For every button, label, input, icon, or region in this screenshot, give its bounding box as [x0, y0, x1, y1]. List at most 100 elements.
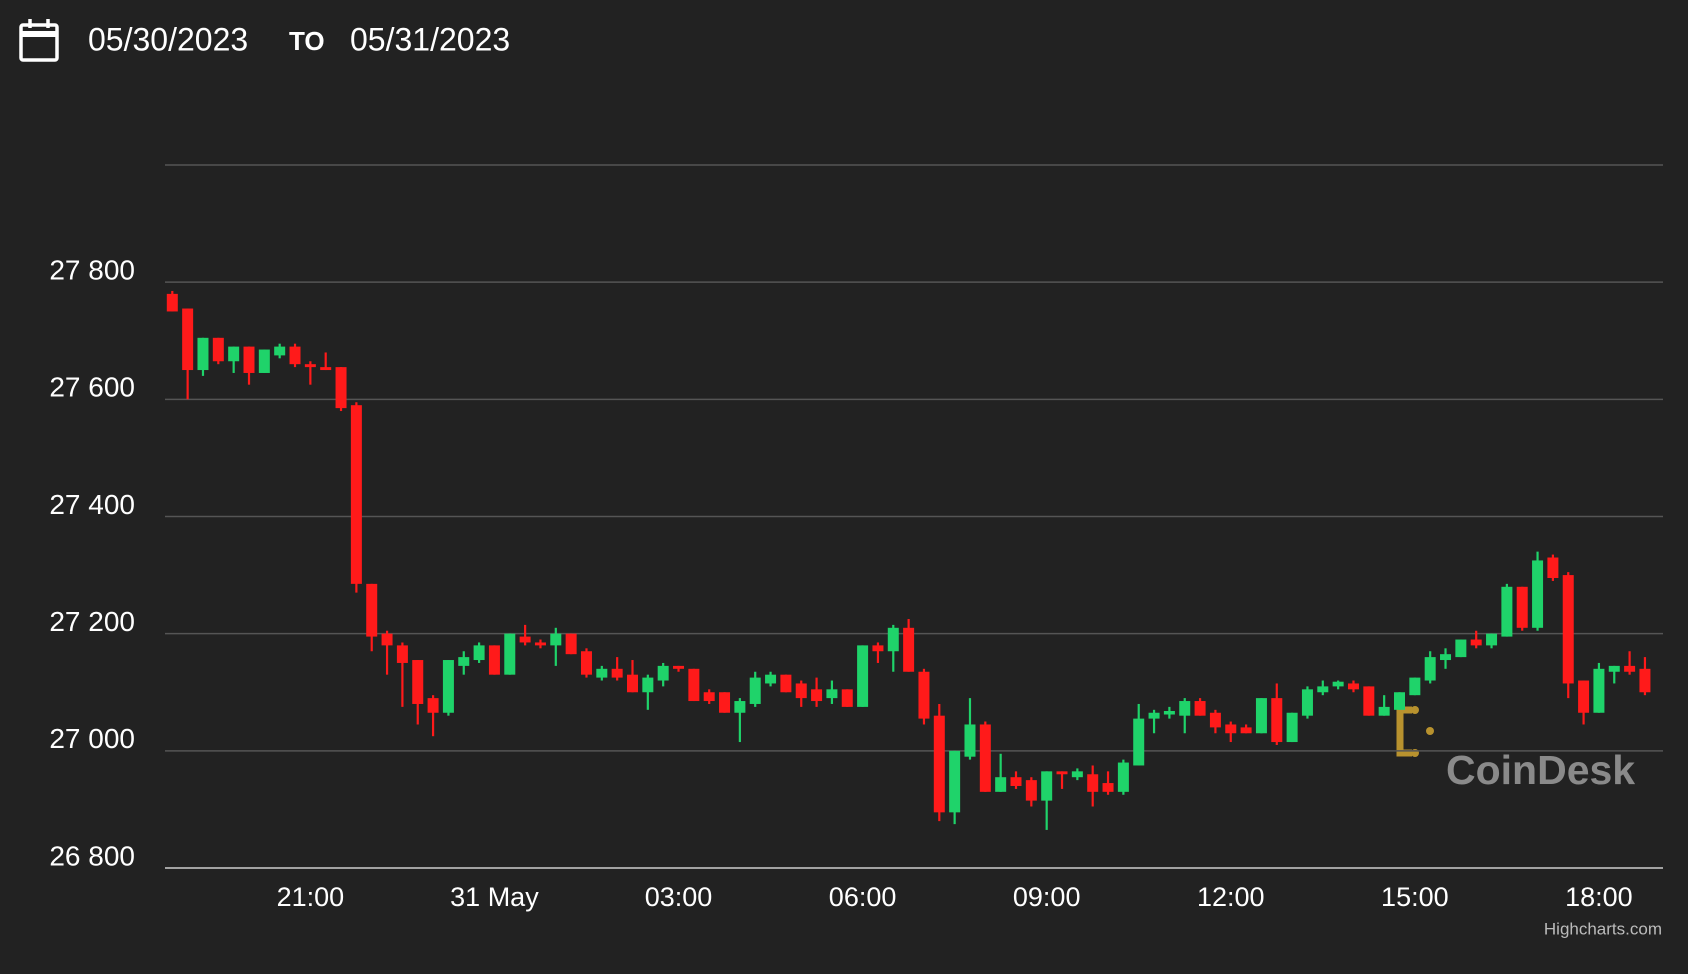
- candle-body: [1332, 681, 1344, 687]
- candle-body: [611, 668, 623, 678]
- candle-body: [396, 645, 408, 663]
- candle-body: [1409, 677, 1421, 696]
- candle-body: [1255, 698, 1267, 734]
- candle-body: [1056, 771, 1068, 775]
- candle-body: [488, 645, 500, 675]
- candle-body: [857, 645, 869, 707]
- calendar-icon[interactable]: [19, 19, 59, 62]
- end-date[interactable]: 05/31/2023: [350, 21, 510, 57]
- candle-body: [1209, 712, 1221, 728]
- candle-body: [1271, 698, 1283, 743]
- candle-body: [1179, 701, 1191, 716]
- candle-body: [427, 698, 439, 713]
- candle-body: [749, 677, 761, 704]
- candle-body: [1578, 680, 1590, 713]
- y-tick-label: 27 000: [49, 723, 135, 754]
- candle-body: [381, 633, 393, 646]
- candle-body: [1486, 633, 1498, 646]
- candle-body: [534, 642, 546, 646]
- candle-body: [519, 636, 531, 643]
- y-tick-label: 27 400: [49, 489, 135, 520]
- candle-body: [258, 349, 270, 373]
- candle-body: [473, 645, 485, 661]
- candle-body: [335, 367, 347, 409]
- candle-body: [1010, 777, 1022, 786]
- candle-body: [703, 692, 715, 702]
- candle-body: [1547, 557, 1559, 579]
- candle-body: [1225, 724, 1237, 734]
- date-range: 05/30/2023 TO 05/31/2023: [19, 19, 510, 62]
- candle-body: [1240, 727, 1252, 734]
- candle-body: [1516, 586, 1528, 628]
- candle-body: [1301, 689, 1313, 716]
- candle-body: [1562, 575, 1574, 684]
- candle-body: [274, 346, 286, 356]
- candle-body: [182, 308, 194, 371]
- candle-body: [504, 633, 516, 675]
- x-tick-label: 03:00: [645, 882, 713, 912]
- candle-body: [1087, 774, 1099, 792]
- candle-body: [1440, 654, 1452, 661]
- candle-body: [903, 627, 915, 672]
- candle-body: [304, 364, 316, 368]
- candle-body: [1593, 668, 1605, 713]
- candle-body: [289, 346, 301, 365]
- candle-body: [458, 657, 470, 666]
- candle-body: [243, 346, 255, 373]
- candle-body: [366, 583, 378, 637]
- x-tick-label: 12:00: [1197, 882, 1265, 912]
- candle-body: [320, 367, 332, 371]
- x-tick-label: 06:00: [829, 882, 897, 912]
- candle-body: [412, 660, 424, 704]
- candle-body: [719, 692, 731, 713]
- candle-body: [212, 337, 224, 362]
- candle-body: [565, 633, 577, 655]
- start-date[interactable]: 05/30/2023: [88, 21, 248, 57]
- candle-body: [228, 346, 240, 362]
- candle-body: [1025, 780, 1037, 801]
- candle-body: [1378, 706, 1390, 716]
- candle-body: [1286, 712, 1298, 743]
- candle-body: [780, 674, 792, 693]
- candle-body: [1470, 639, 1482, 646]
- candle-body: [872, 645, 884, 652]
- candle-body: [580, 651, 592, 675]
- candle-body: [688, 668, 700, 702]
- candle-body: [795, 683, 807, 699]
- x-tick-label: 15:00: [1381, 882, 1449, 912]
- candle-body: [550, 633, 562, 646]
- candle-body: [1102, 783, 1114, 792]
- x-tick-label: 21:00: [277, 882, 345, 912]
- candle-body: [350, 405, 362, 584]
- candle-body: [1608, 665, 1620, 672]
- x-tick-label: 18:00: [1565, 882, 1633, 912]
- y-tick-label: 27 800: [49, 255, 135, 286]
- candle-body: [765, 674, 777, 684]
- candle-body: [1639, 668, 1651, 693]
- candle-body: [197, 337, 209, 371]
- candle-body: [1317, 686, 1329, 693]
- candle-body: [918, 671, 930, 719]
- candle-body: [811, 689, 823, 702]
- candle-body: [964, 724, 976, 757]
- candle-body: [933, 715, 945, 813]
- candle-body: [657, 665, 669, 681]
- candle-body: [627, 674, 638, 693]
- candle-body: [1394, 692, 1405, 710]
- y-tick-label: 26 800: [49, 840, 135, 871]
- candle-body: [734, 701, 746, 713]
- candle-body: [1501, 586, 1513, 637]
- candle-body: [1117, 762, 1129, 792]
- candle-body: [1532, 560, 1544, 628]
- y-tick-label: 27 600: [49, 372, 135, 403]
- y-tick-label: 27 200: [49, 606, 135, 637]
- candle-body: [1624, 665, 1636, 672]
- candle-body: [1133, 718, 1145, 766]
- credit[interactable]: Highcharts.com: [1544, 919, 1662, 938]
- candle-body: [1347, 683, 1359, 690]
- candle-body: [1163, 710, 1175, 715]
- candle-body: [166, 293, 178, 312]
